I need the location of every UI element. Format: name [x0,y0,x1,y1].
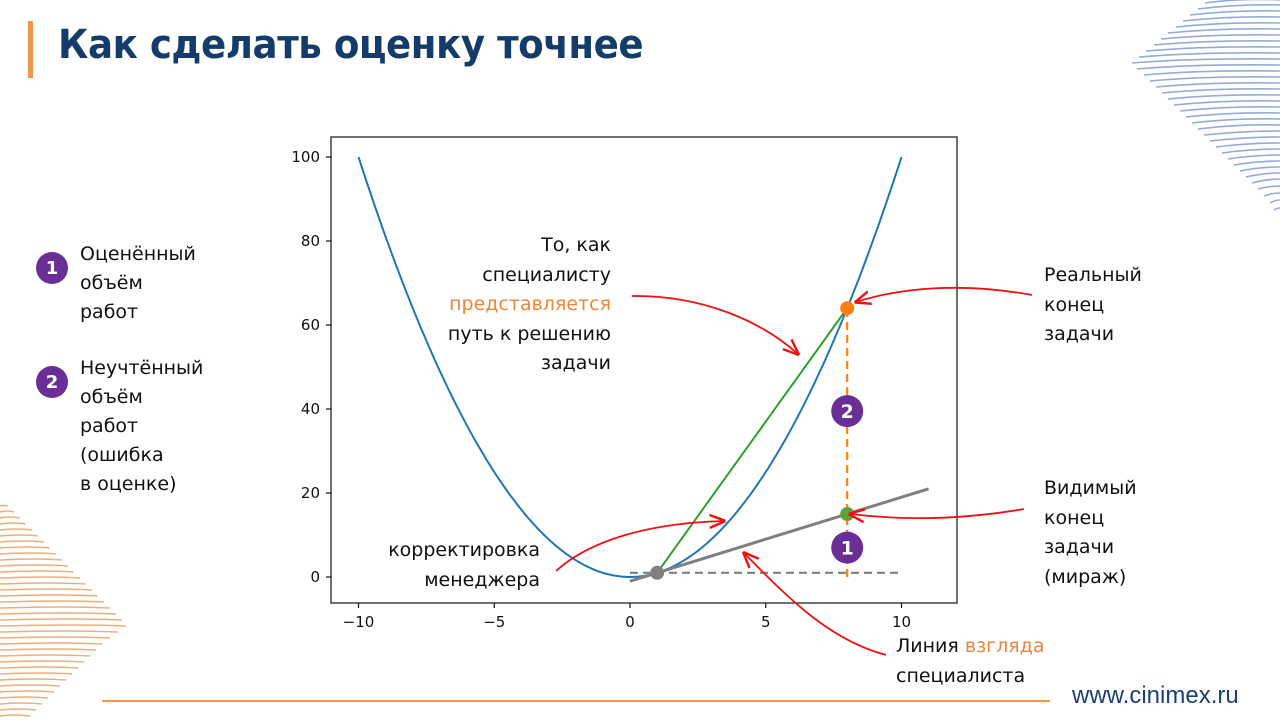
annotation-specialist-path: То, как специалисту представляется путь … [447,234,611,374]
arrow-line-of-sight [744,553,887,656]
annotation-line-of-sight: Линия взгляда специалиста [896,635,1045,687]
annotation-real-end: Реальный конец задачи [1044,264,1142,345]
y-tick-label: 100 [291,148,320,166]
chart-badges: 12 [831,395,864,564]
series-line [629,487,930,583]
plot-series [357,156,930,583]
footer-divider [102,700,1050,702]
chart-badge-label: 2 [841,401,854,423]
badge-1: 1 [36,252,68,284]
title-accent-bar [28,21,33,78]
legend-text: Неучтённый объём работ (ошибка в оценке) [80,357,204,495]
x-tick-label: 10 [892,613,911,631]
footer-url[interactable]: www.cinimex.ru [1072,682,1239,709]
annotation-manager-correction: корректировка менеджера [388,539,540,591]
x-tick-label: 0 [625,613,635,631]
x-tick-label: −5 [483,613,505,631]
legend-item-estimated: 1 Оценённый объём работ [36,243,196,327]
arrow-to-imagined-path [631,295,798,354]
y-tick-label: 0 [310,568,320,586]
data-point [840,301,855,316]
y-tick-label: 80 [301,232,320,250]
badge-2: 2 [36,366,68,398]
y-tick-label: 20 [301,484,320,502]
arrow-to-visible-end [850,508,1025,518]
series-line [656,307,849,574]
legend-item-unaccounted: 2 Неучтённый объём работ (ошибка в оценк… [36,357,203,499]
data-point [650,565,665,580]
decorative-pattern-bottom-left [0,504,127,717]
y-tick-label: 60 [301,316,320,334]
annotation-visible-end: Видимый конец задачи (мираж) [1044,477,1137,588]
decorative-pattern-top-right [1131,0,1280,211]
y-tick-label: 40 [301,400,320,418]
page-title: Как сделать оценку точнее [58,22,644,68]
x-tick-label: 5 [761,613,771,631]
series-line [357,156,903,578]
legend-text: Оценённый объём работ [80,243,196,323]
chart-badge-label: 1 [841,538,854,560]
x-tick-label: −10 [343,613,375,631]
annotation-arrows [555,286,1033,656]
arrow-to-real-end [856,286,1033,302]
plot-frame [330,136,958,604]
arrow-manager-correction [555,521,724,572]
